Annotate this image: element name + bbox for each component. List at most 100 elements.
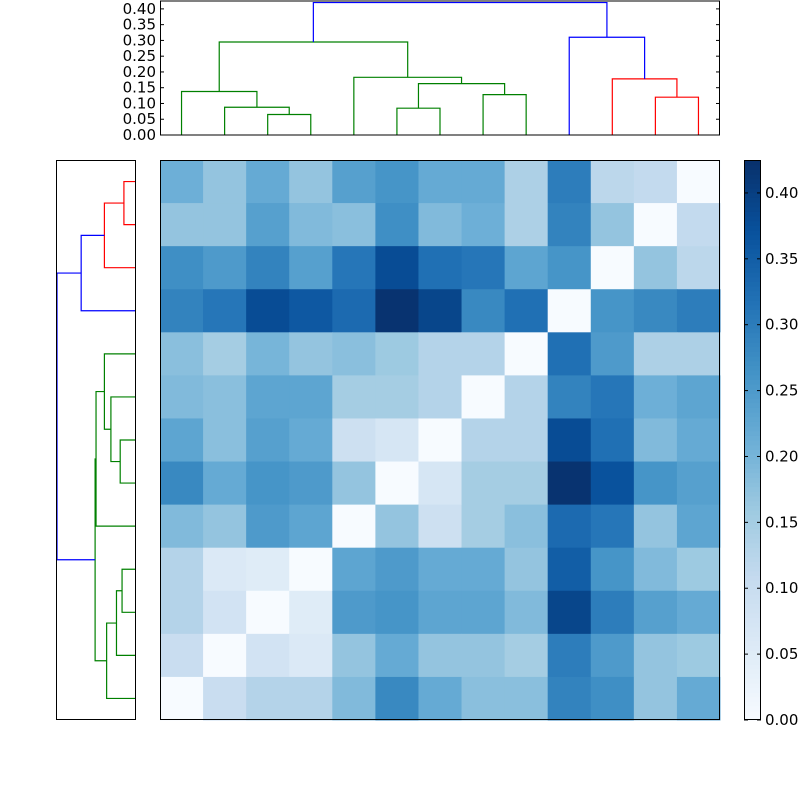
heatmap-cell — [418, 633, 463, 678]
colorbar-segment — [744, 552, 761, 558]
heatmap-cell — [633, 375, 678, 419]
y-tick-label: 0.00 — [123, 126, 156, 144]
colorbar-segment — [744, 342, 761, 348]
heatmap-cell — [590, 203, 635, 247]
colorbar-segment — [744, 486, 761, 492]
heatmap-cell — [289, 461, 333, 506]
heatmap-cell — [289, 418, 333, 463]
colorbar-segment — [744, 402, 761, 408]
heatmap-cell — [504, 590, 549, 635]
colorbar-segment — [744, 650, 761, 656]
colorbar-segment — [744, 626, 761, 632]
colorbar-segment — [744, 556, 761, 562]
heatmap-cell — [547, 547, 592, 592]
heatmap-cell — [246, 332, 290, 376]
dendrogram-link — [224, 106, 290, 135]
colorbar-segment — [744, 262, 761, 268]
heatmap-cell — [246, 246, 290, 290]
colorbar-segment — [744, 547, 761, 553]
colorbar-segment — [744, 631, 761, 637]
colorbar-segment — [744, 304, 761, 310]
heatmap-cell — [590, 375, 635, 419]
heatmap-cell — [590, 504, 635, 549]
heatmap-cell — [246, 676, 290, 721]
colorbar-segment — [744, 477, 761, 483]
heatmap-cell — [504, 246, 549, 290]
colorbar-segment — [744, 398, 761, 404]
heatmap-cell — [633, 676, 678, 721]
heatmap-cell — [246, 375, 290, 419]
heatmap-cell — [332, 289, 376, 333]
colorbar-segment — [744, 360, 761, 366]
heatmap-cell — [332, 633, 376, 678]
dendrogram-link — [103, 353, 136, 430]
colorbar-segment — [744, 248, 761, 254]
dendrogram-link — [611, 78, 678, 135]
colorbar-segment — [744, 230, 761, 236]
heatmap-cell — [332, 203, 376, 247]
heatmap-frame — [160, 160, 720, 720]
heatmap-cell — [547, 375, 592, 419]
colorbar-segment — [744, 225, 761, 231]
heatmap-cell — [676, 375, 721, 419]
heatmap-cell — [289, 633, 333, 678]
heatmap-cell — [246, 461, 290, 506]
heatmap-cell — [418, 418, 463, 463]
colorbar-segment — [744, 328, 761, 334]
heatmap-cell — [418, 676, 463, 721]
colorbar-segment — [744, 594, 761, 600]
heatmap-cell — [676, 332, 721, 376]
heatmap-cell — [332, 375, 376, 419]
colorbar-segment — [744, 589, 761, 595]
colorbar-segment — [744, 668, 761, 674]
heatmap-cell — [461, 676, 506, 721]
colorbar-segment — [744, 598, 761, 604]
colorbar-segment — [744, 276, 761, 282]
heatmap-cell — [633, 590, 678, 635]
colorbar-segment — [744, 682, 761, 688]
colorbar-segment — [744, 332, 761, 338]
dendrogram-link — [123, 180, 136, 226]
heatmap-cell — [375, 289, 419, 333]
heatmap-cell — [289, 547, 333, 592]
colorbar-segment — [744, 178, 761, 184]
heatmap-cell — [633, 418, 678, 463]
colorbar-segment — [744, 519, 761, 525]
heatmap-cell — [203, 547, 247, 592]
heatmap-cell — [676, 461, 721, 506]
heatmap-cell — [375, 203, 419, 247]
heatmap-cell — [547, 160, 592, 204]
heatmap-cell — [375, 676, 419, 721]
dendrogram-link — [267, 113, 312, 135]
colorbar-tick-label: 0.35 — [765, 250, 798, 268]
heatmap-cell — [418, 590, 463, 635]
heatmap-cell — [461, 504, 506, 549]
colorbar-segment — [744, 295, 761, 301]
colorbar-segment — [744, 314, 761, 320]
colorbar-segment — [744, 444, 761, 450]
colorbar-segment — [744, 584, 761, 590]
heatmap-cell — [633, 461, 678, 506]
heatmap-cell — [160, 332, 204, 376]
heatmap-cell — [676, 418, 721, 463]
colorbar-tick-label: 0.40 — [765, 184, 798, 202]
y-tick-label: 0.20 — [123, 63, 156, 81]
heatmap-cell — [504, 461, 549, 506]
colorbar-segment — [744, 164, 761, 170]
colorbar-segment — [744, 580, 761, 586]
colorbar-segment — [744, 253, 761, 259]
colorbar-tick-label: 0.25 — [765, 382, 798, 400]
colorbar-segment — [744, 636, 761, 642]
heatmap-cell — [160, 504, 204, 549]
colorbar-segment — [744, 505, 761, 511]
heatmap-cell — [375, 246, 419, 290]
top-dendrogram: 0.000.050.100.150.200.250.300.350.40 — [123, 0, 720, 144]
colorbar-segment — [744, 286, 761, 292]
colorbar-segment — [744, 202, 761, 208]
heatmap-cell — [418, 504, 463, 549]
heatmap-cell — [676, 246, 721, 290]
heatmap-cell — [633, 504, 678, 549]
heatmap-cell — [375, 504, 419, 549]
colorbar-segment — [744, 211, 761, 217]
heatmap-cell — [289, 590, 333, 635]
